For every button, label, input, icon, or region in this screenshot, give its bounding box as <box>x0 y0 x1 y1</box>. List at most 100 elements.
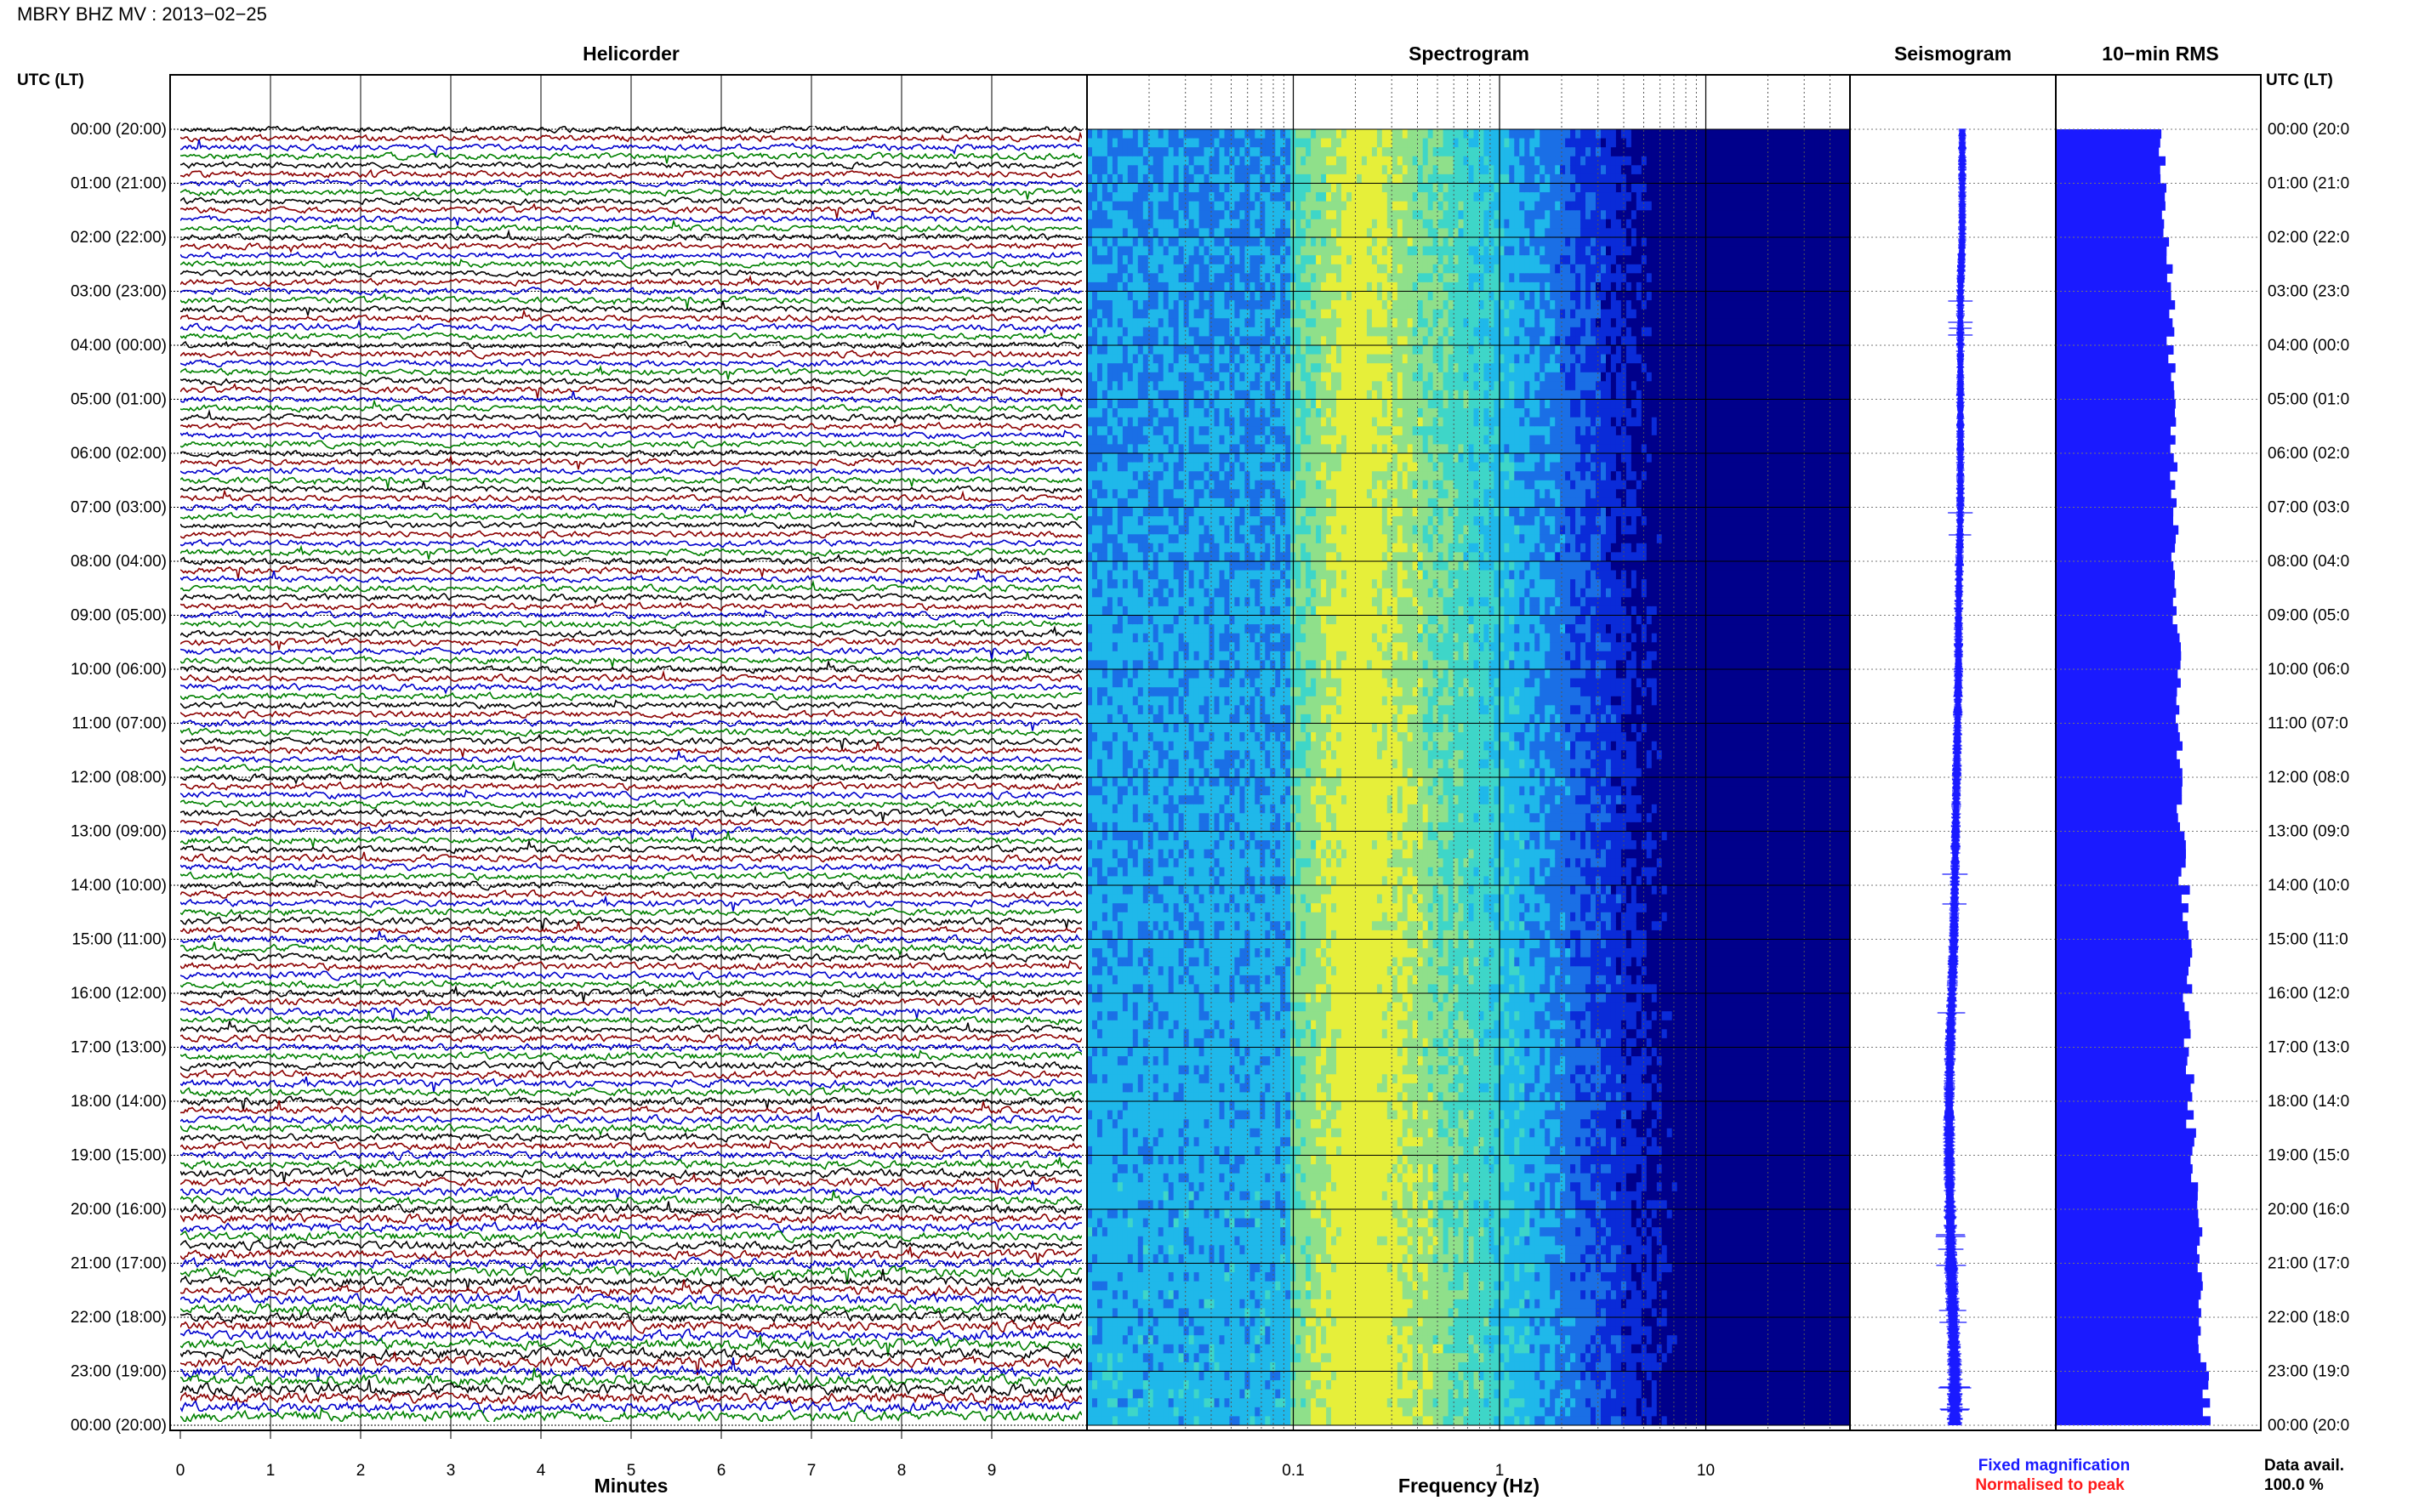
spectrogram-cell <box>1183 804 1190 814</box>
spectrogram-cell <box>1147 605 1154 617</box>
spectrogram-cell <box>1234 1335 1240 1345</box>
spectrogram-cell <box>1153 264 1159 274</box>
spectrogram-cell <box>1214 840 1221 850</box>
spectrogram-cell <box>1239 831 1245 841</box>
spectrogram-cell <box>1107 687 1113 697</box>
spectrogram-cell <box>1244 417 1250 427</box>
spectrogram-cell <box>1183 579 1190 589</box>
spectrogram-cell <box>1107 1317 1113 1327</box>
spectrogram-cell <box>1173 975 1180 985</box>
spectrogram-cell <box>1249 759 1255 769</box>
spectrogram-cell <box>1219 363 1226 373</box>
spectrogram-cell <box>1214 1308 1221 1318</box>
spectrogram-cell <box>1183 984 1190 994</box>
spectrogram-cell <box>1178 561 1185 571</box>
spectrogram-cell <box>1249 929 1255 941</box>
spectrogram-cell <box>1214 1344 1221 1354</box>
spectrogram-cell <box>1117 1155 1124 1165</box>
spectrogram-cell <box>1112 345 1118 355</box>
spectrogram-cell <box>1229 336 1235 346</box>
spectrogram-cell <box>1198 435 1205 445</box>
spectrogram-cell <box>1122 705 1129 715</box>
spectrogram-cell <box>1107 201 1113 211</box>
spectrogram-cell <box>1239 1145 1245 1157</box>
spectrogram-cell <box>1117 696 1124 706</box>
spectrogram-cell <box>1087 480 1093 490</box>
spectrogram-cell <box>1163 759 1170 769</box>
spectrogram-cell <box>1178 759 1185 769</box>
spectrogram-cell <box>1239 1092 1245 1102</box>
spectrogram-cell <box>1224 453 1231 463</box>
spectrogram-cell <box>1097 1191 1103 1201</box>
spectrogram-cell <box>1219 1227 1226 1237</box>
spectrogram-cell <box>1142 777 1149 787</box>
spectrogram-cell <box>1178 480 1185 490</box>
spectrogram-cell <box>1112 1272 1118 1282</box>
spectrogram-cell <box>1183 372 1190 382</box>
spectrogram-cell <box>1112 1047 1118 1057</box>
spectrogram-cell <box>1142 867 1149 877</box>
spectrogram-cell <box>1188 372 1195 382</box>
spectrogram-cell <box>1127 1065 1134 1075</box>
spectrogram-cell <box>1244 129 1250 139</box>
spectrogram-cell <box>1239 588 1245 598</box>
spectrogram-cell <box>1117 975 1124 985</box>
spectrogram-cell <box>1209 984 1215 994</box>
spectrogram-cell <box>1209 1227 1215 1237</box>
spectrogram-cell <box>1173 1182 1180 1192</box>
spectrogram-cell <box>1178 309 1185 319</box>
spectrogram-cell <box>1107 768 1113 778</box>
spectrogram-cell <box>1204 849 1210 859</box>
spectrogram-cell <box>1158 444 1164 454</box>
spectrogram-cell <box>1234 894 1240 904</box>
spectrogram-cell <box>1224 1245 1231 1255</box>
spectrogram-cell <box>1255 228 1261 238</box>
spectrogram-cell <box>1137 840 1144 850</box>
helicorder-trace <box>180 293 1082 309</box>
spectrogram-cell <box>1209 1083 1215 1093</box>
spectrogram-cell <box>1209 1173 1215 1183</box>
spectrogram-cell <box>1168 1344 1175 1354</box>
spectrogram-cell <box>1153 615 1159 625</box>
spectrogram-cell <box>1122 147 1129 157</box>
spectrogram-cell <box>1239 453 1245 463</box>
spectrogram-cell <box>1214 705 1221 715</box>
spectrogram-cell <box>1178 1182 1185 1192</box>
spectrogram-cell <box>1183 669 1190 679</box>
spectrogram-cell <box>1101 497 1108 509</box>
spectrogram-cell <box>1239 1056 1245 1066</box>
spectrogram-cell <box>1153 489 1159 499</box>
spectrogram-cell <box>1239 1191 1245 1201</box>
spectrogram-cell <box>1209 1200 1215 1210</box>
spectrogram-cell <box>1239 1290 1245 1300</box>
spectrogram-cell <box>1127 462 1134 472</box>
spectrogram-cell <box>1214 129 1221 139</box>
spectrogram-cell <box>1209 1361 1215 1373</box>
spectrogram-cell <box>1244 1029 1250 1039</box>
spectrogram-cell <box>1107 957 1113 967</box>
spectrogram-cell <box>1122 948 1129 958</box>
spectrogram-cell <box>1183 1335 1190 1345</box>
spectrogram-cell <box>1087 1361 1093 1373</box>
helicorder-trace <box>180 921 1082 935</box>
spectrogram-cell <box>1198 1416 1205 1425</box>
spectrogram-cell <box>1107 948 1113 958</box>
spectrogram-cell <box>1178 1272 1185 1282</box>
spectrogram-cell <box>1153 1344 1159 1354</box>
spectrogram-cell <box>1173 192 1180 202</box>
spectrogram-cell <box>1132 147 1139 157</box>
spectrogram-cell <box>1224 165 1231 175</box>
spectrogram-cell <box>1112 723 1118 733</box>
spectrogram-cell <box>1163 507 1170 517</box>
spectrogram-cell <box>1142 1047 1149 1057</box>
spectrogram-cell <box>1097 264 1103 274</box>
spectrogram-cell <box>1107 678 1113 688</box>
spectrogram-cell <box>1112 381 1118 391</box>
spectrogram-cell <box>1158 173 1164 185</box>
spectrogram-cell <box>1163 192 1170 202</box>
spectrogram-cell <box>1092 156 1098 166</box>
spectrogram-cell <box>1214 831 1221 841</box>
spectrogram-cell <box>1193 1092 1200 1102</box>
spectrogram-cell <box>1112 1245 1118 1255</box>
spectrogram-cell <box>1229 1011 1235 1021</box>
